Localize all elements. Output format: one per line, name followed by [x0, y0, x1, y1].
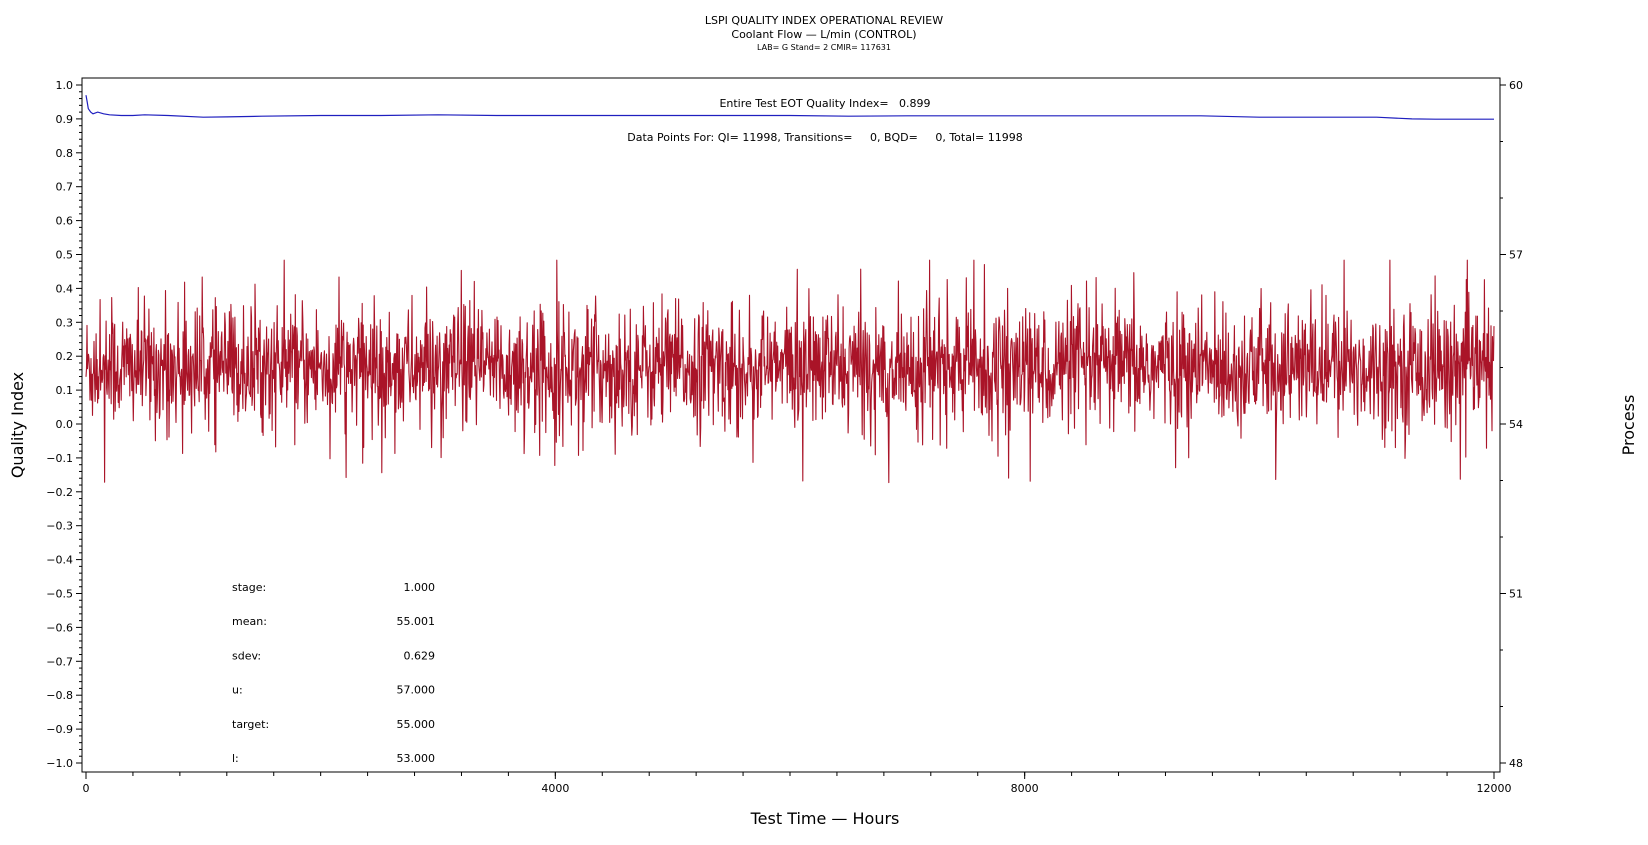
y-right-tick-label: 51: [1509, 588, 1523, 601]
y-left-tick-label: 0.3: [56, 316, 74, 329]
stat-label: mean:: [232, 615, 267, 628]
stat-value: 53.000: [397, 752, 436, 765]
chart-subsubtitle: LAB= G Stand= 2 CMIR= 117631: [757, 43, 891, 52]
chart-title: LSPI QUALITY INDEX OPERATIONAL REVIEW: [704, 14, 944, 27]
x-axis-label: Test Time — Hours: [750, 809, 900, 828]
stat-label: u:: [232, 684, 243, 697]
y-left-tick-label: −0.1: [46, 452, 73, 465]
y-left-tick-label: 0.1: [56, 384, 74, 397]
x-tick-label: 12000: [1477, 782, 1512, 795]
stat-value: 57.000: [397, 684, 436, 697]
y-left-tick-label: 0.7: [56, 181, 74, 194]
y-right-tick-label: 57: [1509, 249, 1523, 262]
stat-label: sdev:: [232, 649, 261, 662]
y-left-tick-label: 0.2: [56, 350, 74, 363]
y-left-tick-label: −0.7: [46, 655, 73, 668]
y-axis-label-left: Quality Index: [8, 372, 27, 478]
y-left-tick-label: −1.0: [46, 757, 73, 770]
stat-value: 55.001: [397, 615, 436, 628]
quality-index-line: [85, 95, 1494, 120]
y-left-tick-label: 1.0: [56, 79, 74, 92]
x-tick-label: 0: [83, 782, 90, 795]
x-tick-label: 4000: [541, 782, 569, 795]
y-left-tick-label: 0.9: [56, 113, 74, 126]
y-left-tick-label: −0.2: [46, 486, 73, 499]
x-tick-label: 8000: [1011, 782, 1039, 795]
stat-value: 1.000: [404, 581, 436, 594]
y-left-tick-label: −0.6: [46, 621, 73, 634]
y-left-tick-label: −0.9: [46, 723, 73, 736]
y-left-tick-label: −0.5: [46, 588, 73, 601]
stat-label: target:: [232, 718, 269, 731]
y-left-tick-label: 0.8: [56, 147, 74, 160]
process-series-line: [85, 259, 1495, 484]
data-points-annotation: Data Points For: QI= 11998, Transitions=…: [627, 131, 1022, 144]
y-axis-label-right: Process: [1619, 395, 1638, 456]
y-right-tick-label: 60: [1509, 79, 1523, 92]
stat-label: l:: [232, 752, 239, 765]
y-left-tick-label: −0.8: [46, 689, 73, 702]
y-left-tick-label: 0.6: [56, 215, 74, 228]
y-left-tick-label: 0.4: [56, 282, 74, 295]
y-right-tick-label: 54: [1509, 418, 1523, 431]
y-left-tick-label: 0.5: [56, 249, 74, 262]
plot-frame: [81, 77, 1501, 773]
stat-label: stage:: [232, 581, 266, 594]
y-left-tick-label: −0.4: [46, 554, 73, 567]
y-left-tick-label: 0.0: [56, 418, 74, 431]
chart-subtitle: Coolant Flow — L/min (CONTROL): [731, 28, 917, 41]
y-right-tick-label: 48: [1509, 757, 1523, 770]
y-left-tick-label: −0.3: [46, 520, 73, 533]
stat-value: 55.000: [397, 718, 436, 731]
stat-value: 0.629: [404, 649, 436, 662]
eot-quality-index-annotation: Entire Test EOT Quality Index= 0.899: [719, 97, 930, 110]
